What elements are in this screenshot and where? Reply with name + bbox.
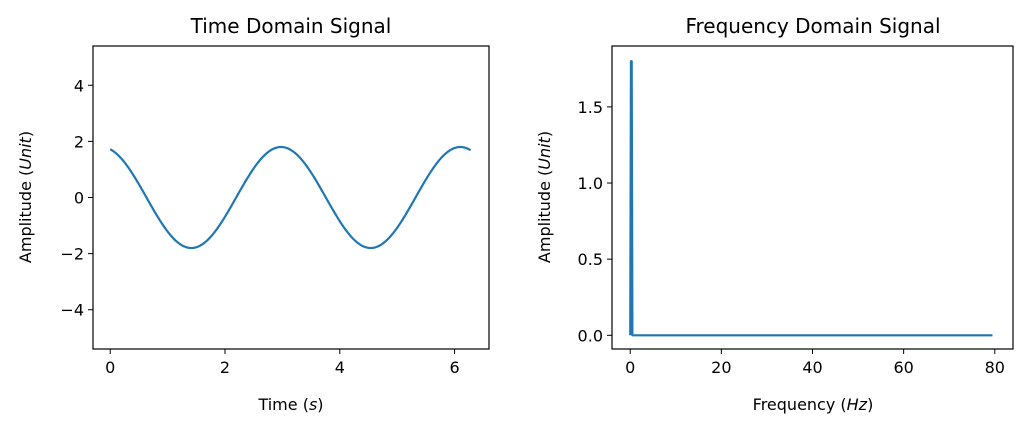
axes-frame — [611, 45, 1014, 350]
x-axis-label: Frequency (Hz) — [753, 395, 874, 414]
y-axis-label: Amplitude (Unit) — [535, 131, 554, 263]
y-tick-label: 2 — [74, 132, 84, 151]
y-tick-label: −4 — [60, 301, 84, 320]
y-axis-label: Amplitude (Unit) — [16, 131, 35, 263]
x-axis-ticks: 0 2 4 6 — [105, 349, 460, 377]
x-tick-label: 40 — [802, 358, 822, 377]
x-axis-ticks: 0 20 40 60 80 — [625, 349, 1005, 377]
x-tick-label: 4 — [335, 358, 345, 377]
frequency-domain-chart: Frequency Domain Signal 0 20 40 60 80 0.0 0.5… — [535, 14, 1014, 414]
y-tick-label: 0.5 — [578, 250, 603, 269]
x-tick-label: 0 — [105, 358, 115, 377]
y-tick-label: 1.5 — [578, 98, 603, 117]
time-domain-chart: Time Domain Signal 0 2 4 6 −4 −2 0 2 4 Time (s)… — [16, 14, 490, 414]
plot-area — [629, 60, 993, 337]
x-tick-label: 20 — [711, 358, 731, 377]
y-axis-ticks: −4 −2 0 2 4 — [60, 76, 93, 320]
y-tick-label: 0 — [74, 189, 84, 208]
y-tick-label: 1.0 — [578, 174, 603, 193]
chart-title: Time Domain Signal — [190, 14, 392, 38]
x-axis-label: Time (s) — [257, 395, 323, 414]
y-tick-label: 0.0 — [578, 326, 603, 345]
y-tick-label: 4 — [74, 76, 84, 95]
chart-title: Frequency Domain Signal — [685, 14, 940, 38]
x-tick-label: 0 — [625, 358, 635, 377]
series-line-signal — [109, 145, 472, 250]
y-tick-label: −2 — [60, 245, 84, 264]
x-tick-label: 60 — [893, 358, 913, 377]
series-line-spectrum — [629, 60, 993, 337]
plot-area — [109, 145, 472, 250]
x-tick-label: 2 — [220, 358, 230, 377]
y-axis-ticks: 0.0 0.5 1.0 1.5 — [578, 98, 612, 345]
axes-frame — [92, 45, 490, 350]
x-tick-label: 80 — [985, 358, 1005, 377]
x-tick-label: 6 — [449, 358, 459, 377]
